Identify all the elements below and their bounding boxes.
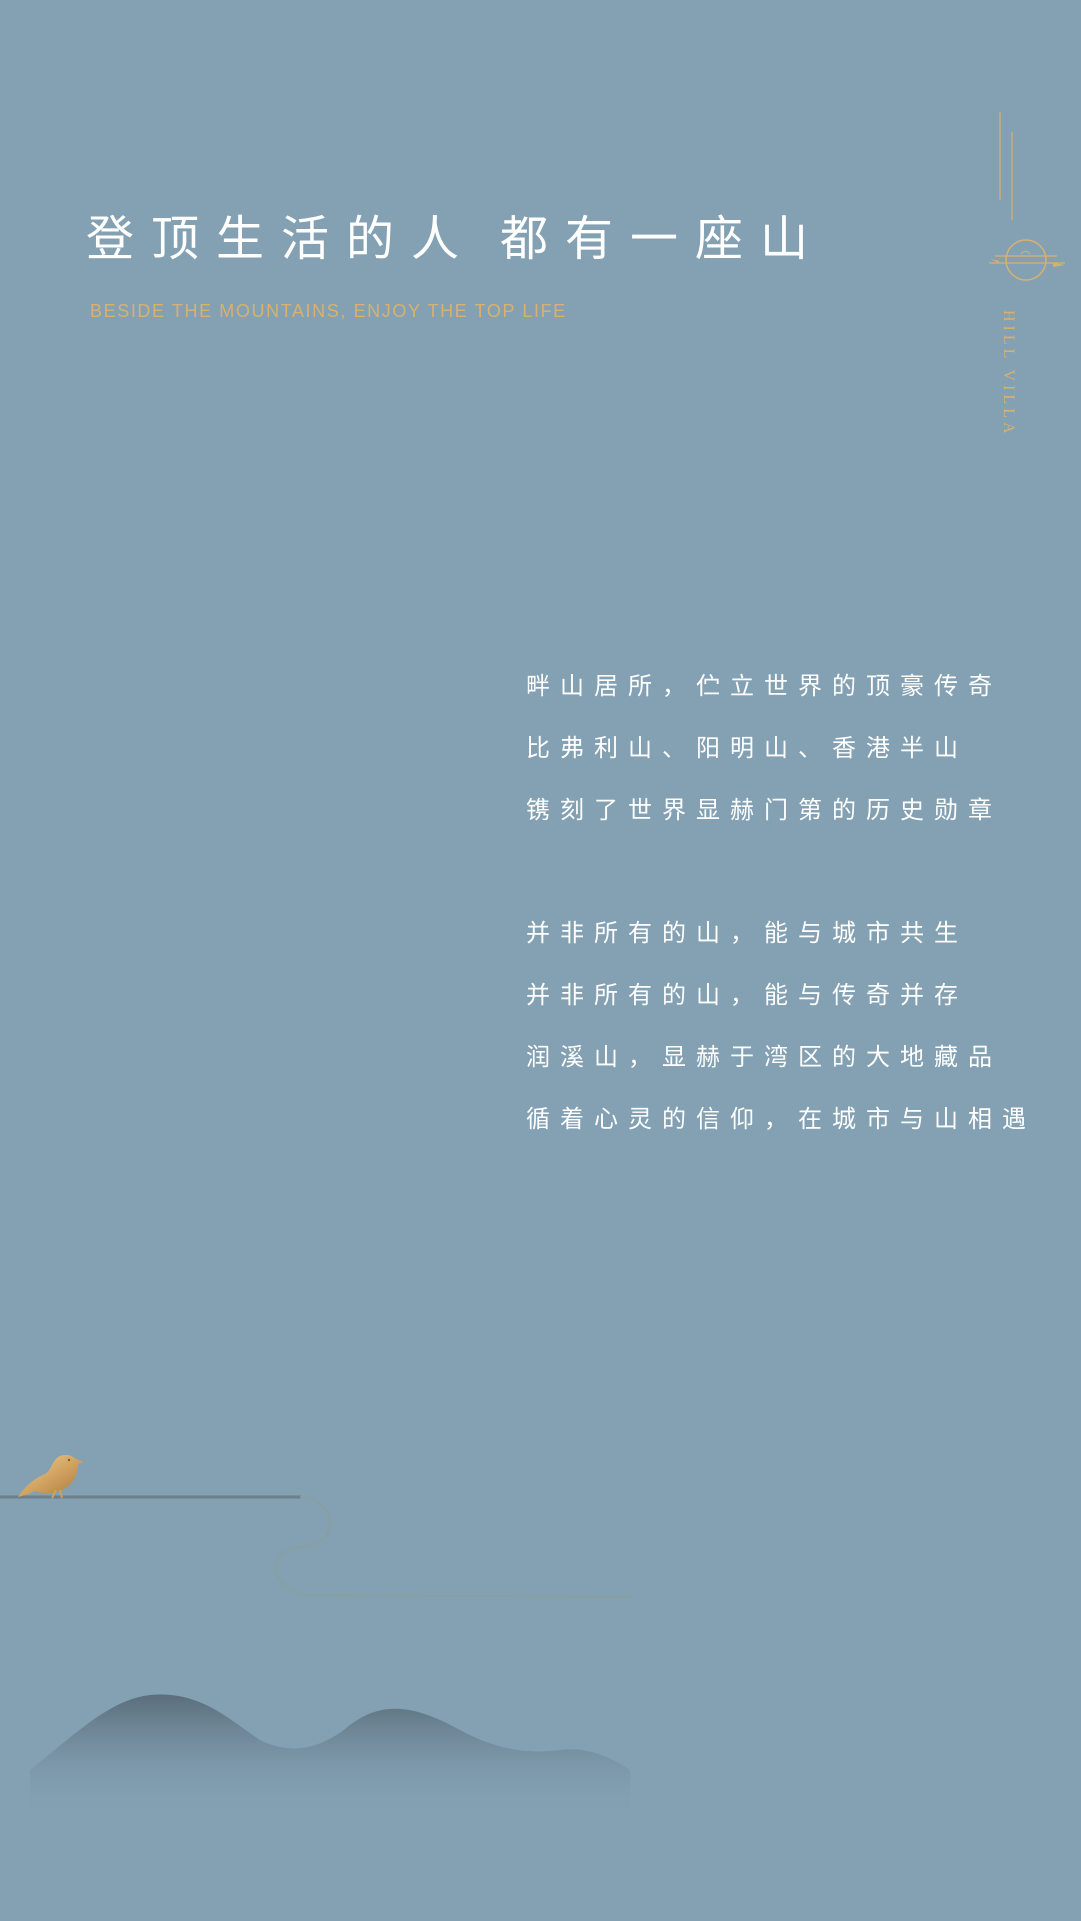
- page-subtitle: BESIDE THE MOUNTAINS, ENJOY THE TOP LIFE: [90, 301, 567, 321]
- poem-line-7: 循着心灵的信仰，在城市与山相遇: [526, 1105, 1036, 1133]
- bird-icon: [18, 1454, 84, 1499]
- poem-line-2: 比弗利山、阳明山、香港半山: [526, 734, 968, 762]
- mountain-silhouette: [30, 1694, 630, 1820]
- landscape-decoration: [0, 1454, 631, 1820]
- brand-column: HILL VILLA 03 04: [981, 0, 1081, 560]
- title-part-2: 都有一座山: [500, 211, 826, 267]
- poem-line-3: 镌刻了世界显赫门第的历史勋章: [526, 796, 1002, 824]
- sun-icon: [989, 239, 1065, 281]
- poem-line-4: 并非所有的山，能与城市共生: [526, 919, 968, 947]
- poem-line-5: 并非所有的山，能与传奇并存: [526, 981, 968, 1009]
- wire-curve: [274, 1496, 631, 1598]
- page-title: 登顶生活的人 都有一座山: [86, 205, 825, 273]
- poem-line-6: 润溪山，显赫于湾区的大地藏品: [526, 1043, 1002, 1071]
- poem-line-1: 畔山居所，伫立世界的顶豪传奇: [526, 672, 1002, 700]
- poem: 畔山居所，伫立世界的顶豪传奇 比弗利山、阳明山、香港半山 镌刻了世界显赫门第的历…: [526, 655, 1066, 1150]
- title-part-1: 登顶生活的人: [86, 211, 477, 267]
- brand-name: HILL VILLA: [1000, 310, 1017, 438]
- decorative-lines-icon: [999, 112, 1013, 220]
- stanza-gap: [526, 841, 1066, 902]
